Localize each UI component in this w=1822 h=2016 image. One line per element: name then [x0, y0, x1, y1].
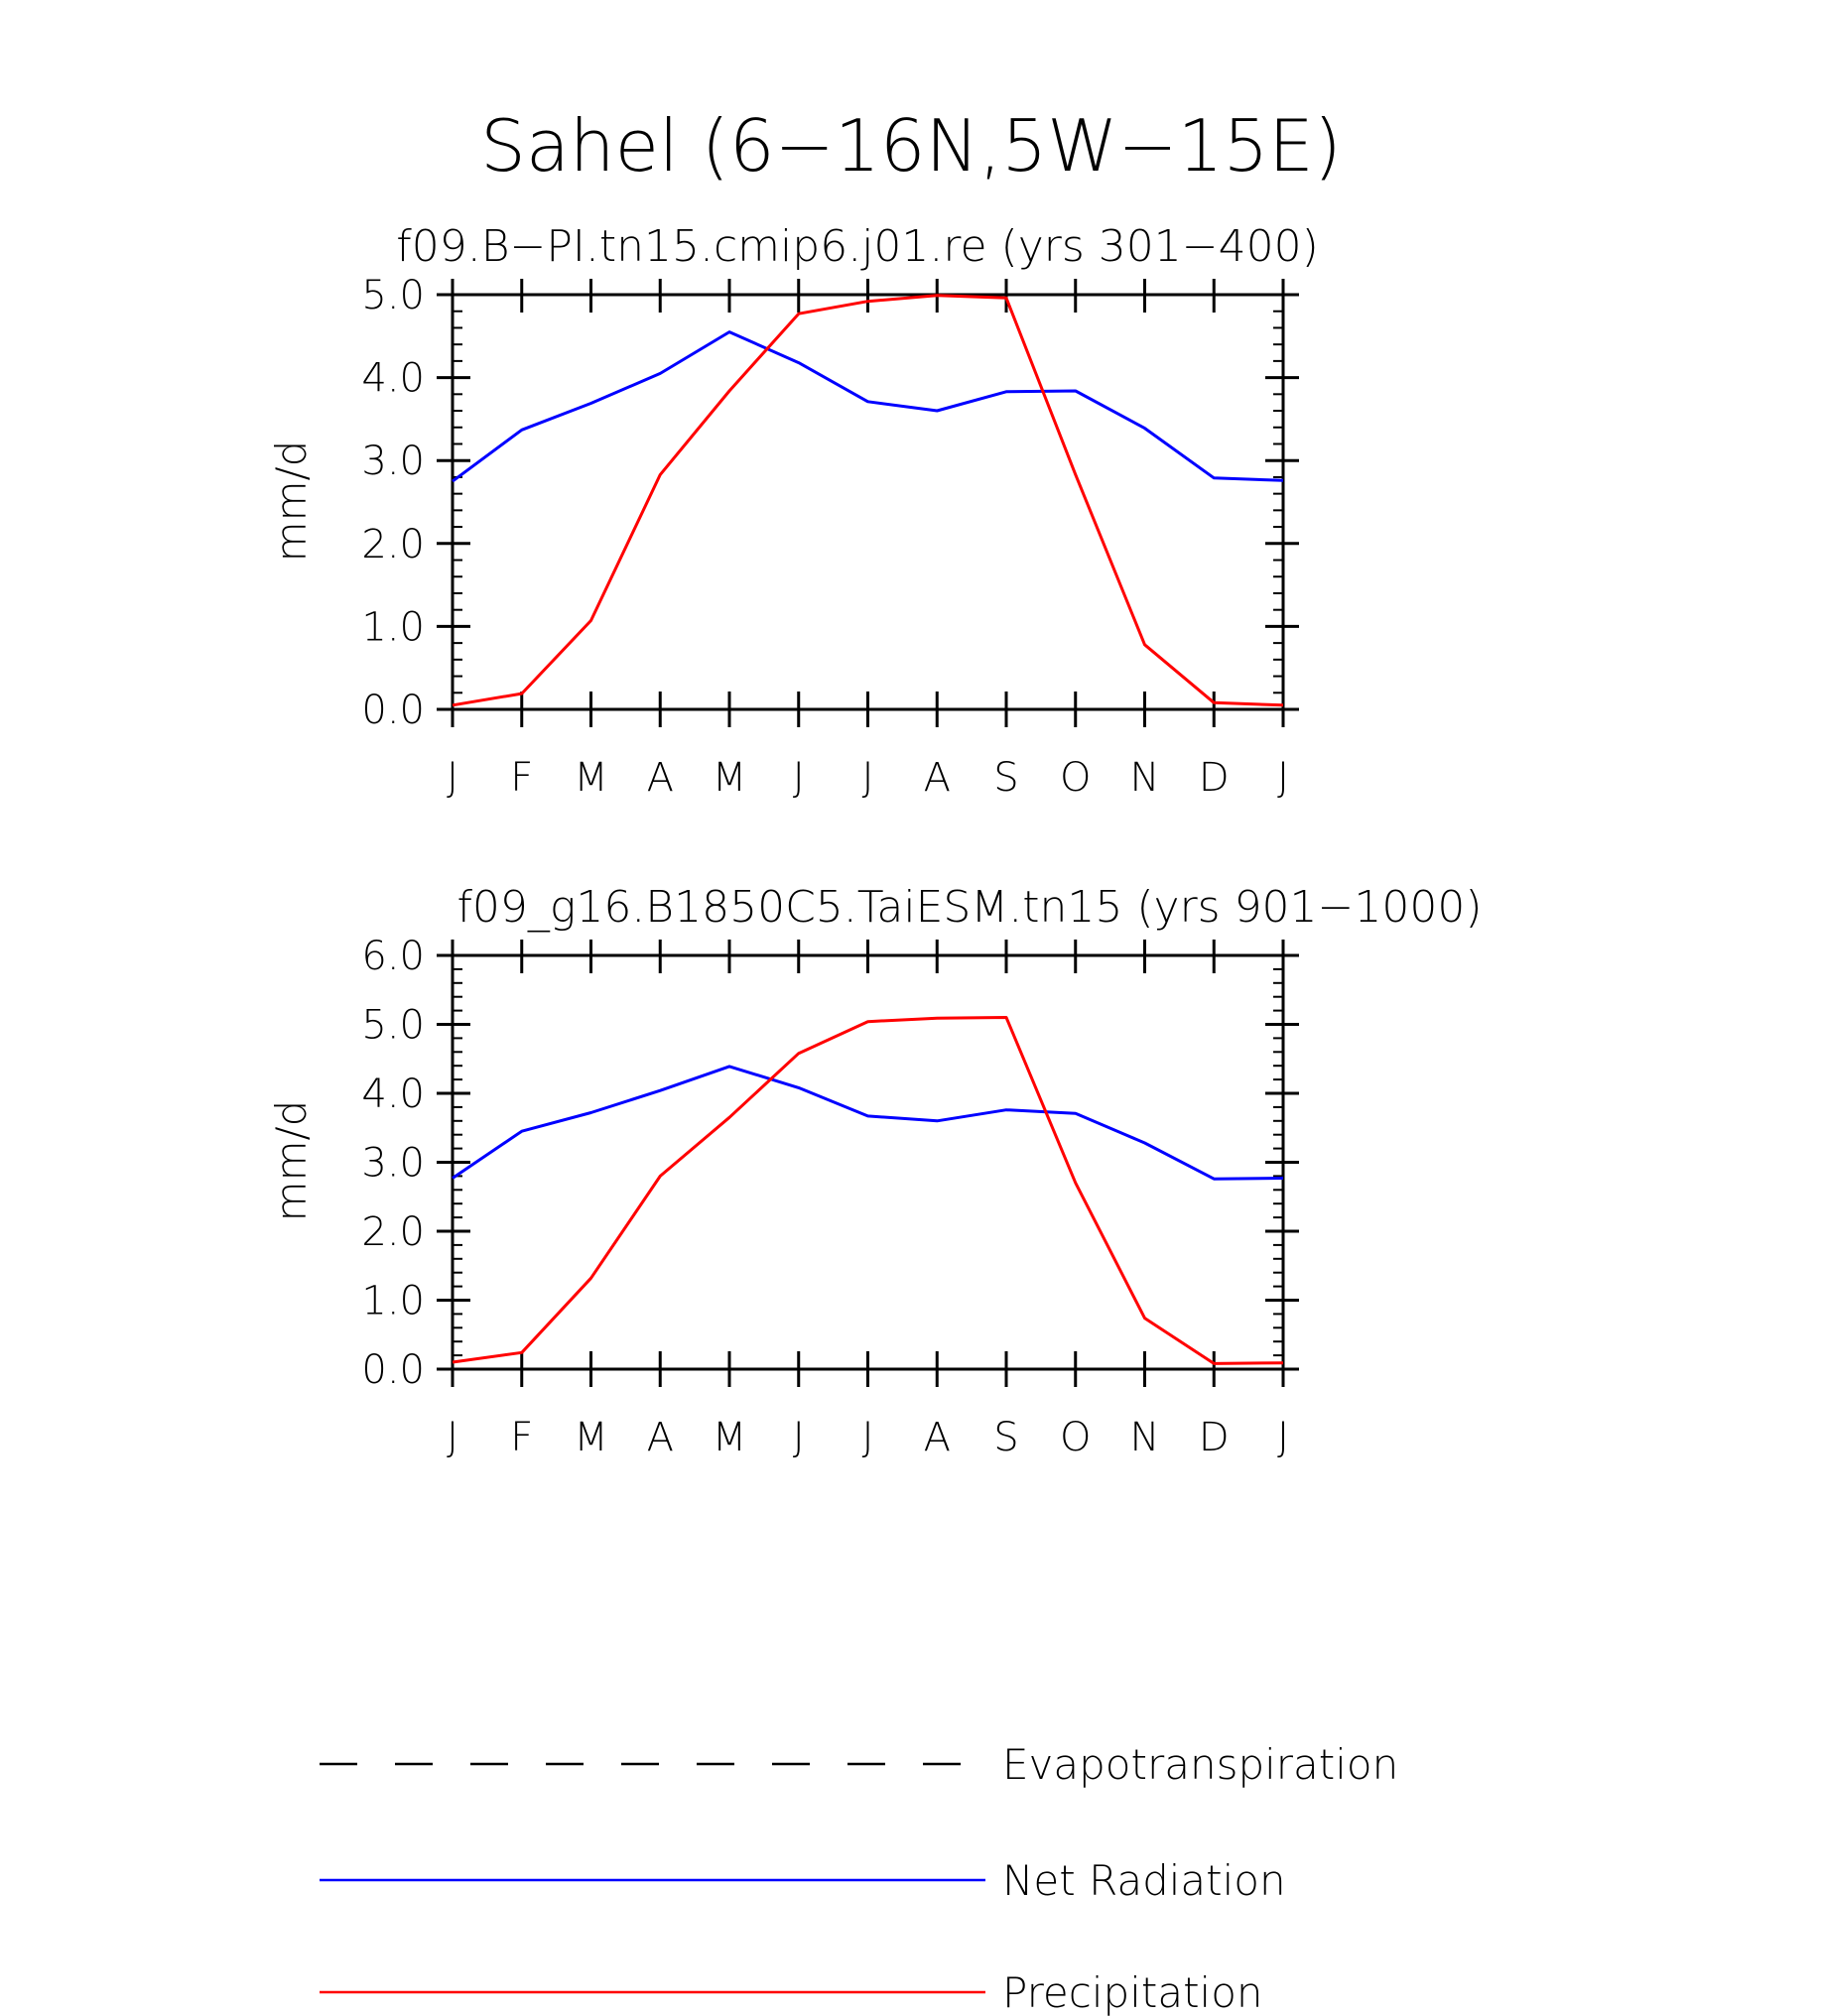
panel-top-x-tick-label: J: [862, 755, 874, 801]
panel-top-ylabel: mm/d: [267, 441, 316, 563]
panel-bottom-x-tick-label: O: [1060, 1415, 1091, 1460]
panel-bottom-series-net-radiation: [452, 1065, 1284, 1181]
panel-bottom-x-tick-label: J: [447, 1415, 458, 1460]
panel-bottom-x-tick-label: N: [1130, 1415, 1160, 1460]
panel-top-y-tick-label: 3.0: [361, 439, 425, 484]
panel-top-x-tick-label: J: [793, 755, 805, 801]
panel-bottom-title: f09_g16.B1850C5.TaiESM.tn15 (yrs 901−100…: [456, 882, 1482, 933]
panel-bottom-y-tick-label: 6.0: [361, 934, 425, 979]
panel-top-x-tick-label: D: [1199, 755, 1230, 801]
panel-top-y-tick-label: 0.0: [361, 688, 425, 733]
panel-bottom-x-tick-label: M: [574, 1415, 608, 1460]
panel-top: f09.B−PI.tn15.cmip6.j01.re (yrs 301−400)…: [267, 221, 1319, 801]
panel-bottom-y-tick-label: 2.0: [361, 1209, 425, 1255]
panel-top-series-precipitation: [452, 294, 1284, 707]
panel-bottom-plot-frame: [451, 953, 1285, 1371]
panel-bottom-x-tick-label: J: [862, 1415, 874, 1460]
panel-top-x-tick-label: A: [647, 755, 674, 801]
panel-bottom-x-tick-label: D: [1199, 1415, 1230, 1460]
panel-bottom-x-tick-label: M: [713, 1415, 747, 1460]
panel-top-y-tick-label: 5.0: [361, 273, 425, 318]
panel-top-plot-frame: [451, 293, 1285, 711]
legend-precipitation-label: Precipitation: [1002, 1968, 1263, 2016]
panel-bottom-x-tick-label: J: [1277, 1415, 1289, 1460]
panel-top-x-tick-label: J: [447, 755, 458, 801]
panel-bottom-x-tick-label: A: [924, 1415, 951, 1460]
panel-top-x-tick-label: O: [1060, 755, 1091, 801]
panel-top-x-tick-label: S: [993, 755, 1018, 801]
panel-bottom-x-tick-label: F: [510, 1415, 533, 1460]
panel-bottom-y-tick-label: 0.0: [361, 1347, 425, 1393]
panel-top-y-tick-label: 1.0: [361, 604, 425, 650]
panel-top-series-net-radiation: [452, 330, 1284, 483]
panel-top-x-tick-label: J: [1277, 755, 1289, 801]
panel-bottom-y-tick-label: 3.0: [361, 1141, 425, 1187]
panel-top-x-tick-label: F: [510, 755, 533, 801]
panel-bottom-x-tick-label: S: [993, 1415, 1018, 1460]
panel-bottom-x-tick-label: J: [793, 1415, 805, 1460]
panel-top-y-tick-label: 4.0: [361, 356, 425, 402]
panel-bottom-x-tick-label: A: [647, 1415, 674, 1460]
panel-top-x-tick-label: M: [713, 755, 747, 801]
panel-bottom-y-tick-label: 4.0: [361, 1071, 425, 1117]
panel-top-x-tick-label: N: [1130, 755, 1160, 801]
panel-top-y-tick-label: 2.0: [361, 522, 425, 567]
panel-bottom-series-precipitation: [452, 1016, 1284, 1365]
panel-bottom-y-tick-label: 1.0: [361, 1279, 425, 1324]
legend-evapotranspiration-label: Evapotranspiration: [1002, 1740, 1398, 1789]
panel-bottom-ylabel: mm/d: [267, 1100, 316, 1222]
panel-bottom-y-tick-label: 5.0: [361, 1003, 425, 1049]
panel-bottom: f09_g16.B1850C5.TaiESM.tn15 (yrs 901−100…: [267, 882, 1483, 1460]
panel-top-x-tick-label: A: [924, 755, 951, 801]
panel-top-x-tick-label: M: [574, 755, 608, 801]
panel-top-title: f09.B−PI.tn15.cmip6.j01.re (yrs 301−400): [396, 221, 1319, 272]
legend: Evapotranspiration Net Radiation Precipi…: [320, 1740, 1398, 2016]
legend-net-radiation-label: Net Radiation: [1002, 1856, 1286, 1905]
figure-title: Sahel (6−16N,5W−15E): [480, 104, 1342, 188]
